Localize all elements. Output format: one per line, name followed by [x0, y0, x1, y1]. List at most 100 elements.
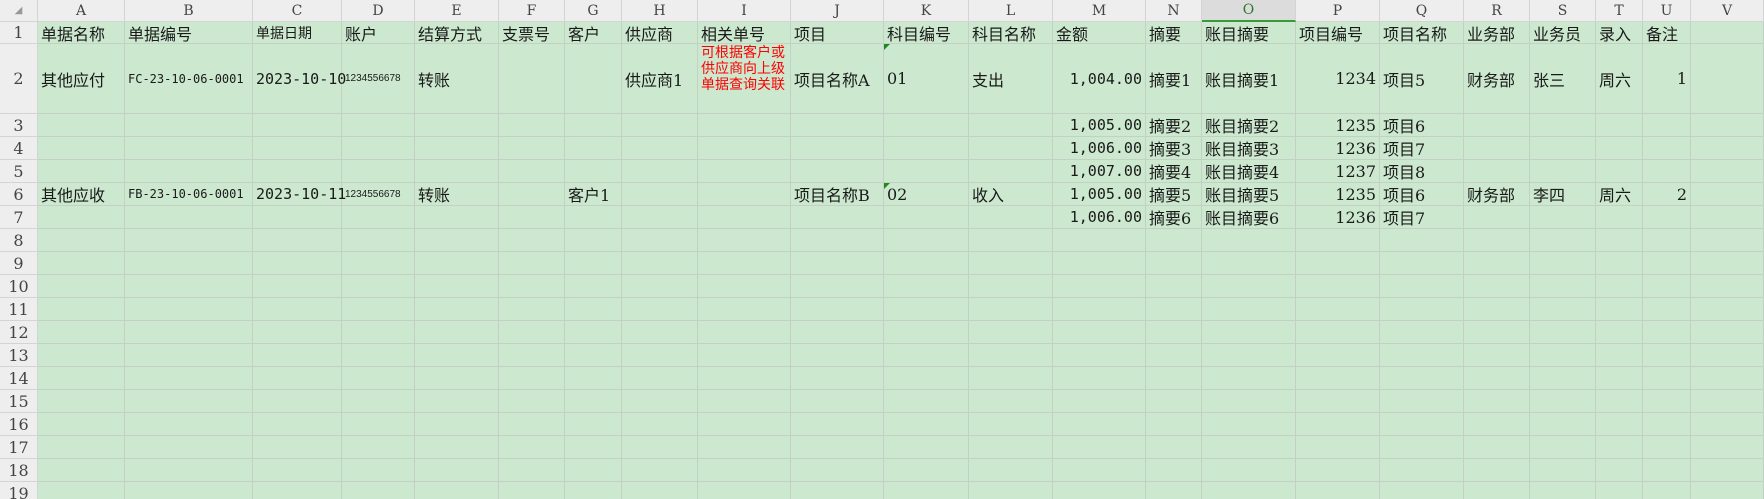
cell-U1[interactable]: 备注 [1643, 22, 1691, 44]
cell-C4[interactable] [253, 137, 342, 160]
cell-R16[interactable] [1464, 413, 1530, 436]
cell-T10[interactable] [1596, 275, 1643, 298]
cell-D3[interactable] [342, 114, 415, 137]
cell-C12[interactable] [253, 321, 342, 344]
cell-Q9[interactable] [1380, 252, 1464, 275]
cell-E14[interactable] [415, 367, 499, 390]
cell-F19[interactable] [499, 482, 565, 499]
cell-A12[interactable] [38, 321, 125, 344]
cell-D15[interactable] [342, 390, 415, 413]
cell-J14[interactable] [791, 367, 884, 390]
cell-E19[interactable] [415, 482, 499, 499]
cell-K9[interactable] [884, 252, 969, 275]
cell-J7[interactable] [791, 206, 884, 229]
cell-G5[interactable] [565, 160, 622, 183]
cell-V14[interactable] [1691, 367, 1764, 390]
cell-Q13[interactable] [1380, 344, 1464, 367]
cell-G18[interactable] [565, 459, 622, 482]
cell-K11[interactable] [884, 298, 969, 321]
cell-S5[interactable] [1530, 160, 1596, 183]
cell-V15[interactable] [1691, 390, 1764, 413]
cell-L10[interactable] [969, 275, 1053, 298]
cell-E13[interactable] [415, 344, 499, 367]
cell-K17[interactable] [884, 436, 969, 459]
row-header-14[interactable]: 14 [0, 367, 38, 390]
cell-N18[interactable] [1146, 459, 1202, 482]
cell-N17[interactable] [1146, 436, 1202, 459]
row-header-17[interactable]: 17 [0, 436, 38, 459]
cell-O16[interactable] [1202, 413, 1296, 436]
cell-A7[interactable] [38, 206, 125, 229]
cell-V7[interactable] [1691, 206, 1764, 229]
cell-B1[interactable]: 单据编号 [125, 22, 253, 44]
cell-A1[interactable]: 单据名称 [38, 22, 125, 44]
cell-Q5[interactable]: 项目8 [1380, 160, 1464, 183]
cell-M15[interactable] [1053, 390, 1146, 413]
row-header-6[interactable]: 6 [0, 183, 38, 206]
cell-G17[interactable] [565, 436, 622, 459]
cell-V8[interactable] [1691, 229, 1764, 252]
cell-I3[interactable] [698, 114, 791, 137]
cell-B17[interactable] [125, 436, 253, 459]
cell-D2[interactable]: 1234556678 [342, 44, 415, 114]
cell-M17[interactable] [1053, 436, 1146, 459]
cell-C9[interactable] [253, 252, 342, 275]
cell-P3[interactable]: 1235 [1296, 114, 1380, 137]
cell-E8[interactable] [415, 229, 499, 252]
cell-J11[interactable] [791, 298, 884, 321]
cell-E15[interactable] [415, 390, 499, 413]
cell-V13[interactable] [1691, 344, 1764, 367]
cell-S16[interactable] [1530, 413, 1596, 436]
cell-K18[interactable] [884, 459, 969, 482]
cell-P16[interactable] [1296, 413, 1380, 436]
cell-J16[interactable] [791, 413, 884, 436]
cell-D12[interactable] [342, 321, 415, 344]
cell-L11[interactable] [969, 298, 1053, 321]
cell-M11[interactable] [1053, 298, 1146, 321]
column-header-A[interactable]: A [38, 0, 125, 22]
cell-O18[interactable] [1202, 459, 1296, 482]
cell-A16[interactable] [38, 413, 125, 436]
row-header-2[interactable]: 2 [0, 44, 38, 114]
cell-P11[interactable] [1296, 298, 1380, 321]
cell-I17[interactable] [698, 436, 791, 459]
cell-T9[interactable] [1596, 252, 1643, 275]
cell-Q3[interactable]: 项目6 [1380, 114, 1464, 137]
cell-F8[interactable] [499, 229, 565, 252]
cell-T18[interactable] [1596, 459, 1643, 482]
cell-G15[interactable] [565, 390, 622, 413]
cell-H6[interactable] [622, 183, 698, 206]
cell-B11[interactable] [125, 298, 253, 321]
cell-L5[interactable] [969, 160, 1053, 183]
cell-F12[interactable] [499, 321, 565, 344]
cell-B9[interactable] [125, 252, 253, 275]
cell-A15[interactable] [38, 390, 125, 413]
cell-A11[interactable] [38, 298, 125, 321]
cell-O8[interactable] [1202, 229, 1296, 252]
cell-U11[interactable] [1643, 298, 1691, 321]
cell-E5[interactable] [415, 160, 499, 183]
cell-V17[interactable] [1691, 436, 1764, 459]
cell-F10[interactable] [499, 275, 565, 298]
column-header-B[interactable]: B [125, 0, 253, 22]
cell-F6[interactable] [499, 183, 565, 206]
cell-A13[interactable] [38, 344, 125, 367]
column-header-N[interactable]: N [1146, 0, 1202, 22]
cell-R7[interactable] [1464, 206, 1530, 229]
cell-H8[interactable] [622, 229, 698, 252]
column-header-R[interactable]: R [1464, 0, 1530, 22]
cell-G8[interactable] [565, 229, 622, 252]
column-header-M[interactable]: M [1053, 0, 1146, 22]
cell-R18[interactable] [1464, 459, 1530, 482]
cell-K10[interactable] [884, 275, 969, 298]
cell-D8[interactable] [342, 229, 415, 252]
cell-I13[interactable] [698, 344, 791, 367]
cell-H15[interactable] [622, 390, 698, 413]
cell-N19[interactable] [1146, 482, 1202, 499]
cell-K6[interactable]: 02 [884, 183, 969, 206]
cell-C6[interactable]: 2023-10-11 [253, 183, 346, 206]
cell-H12[interactable] [622, 321, 698, 344]
cell-G7[interactable] [565, 206, 622, 229]
cell-F7[interactable] [499, 206, 565, 229]
